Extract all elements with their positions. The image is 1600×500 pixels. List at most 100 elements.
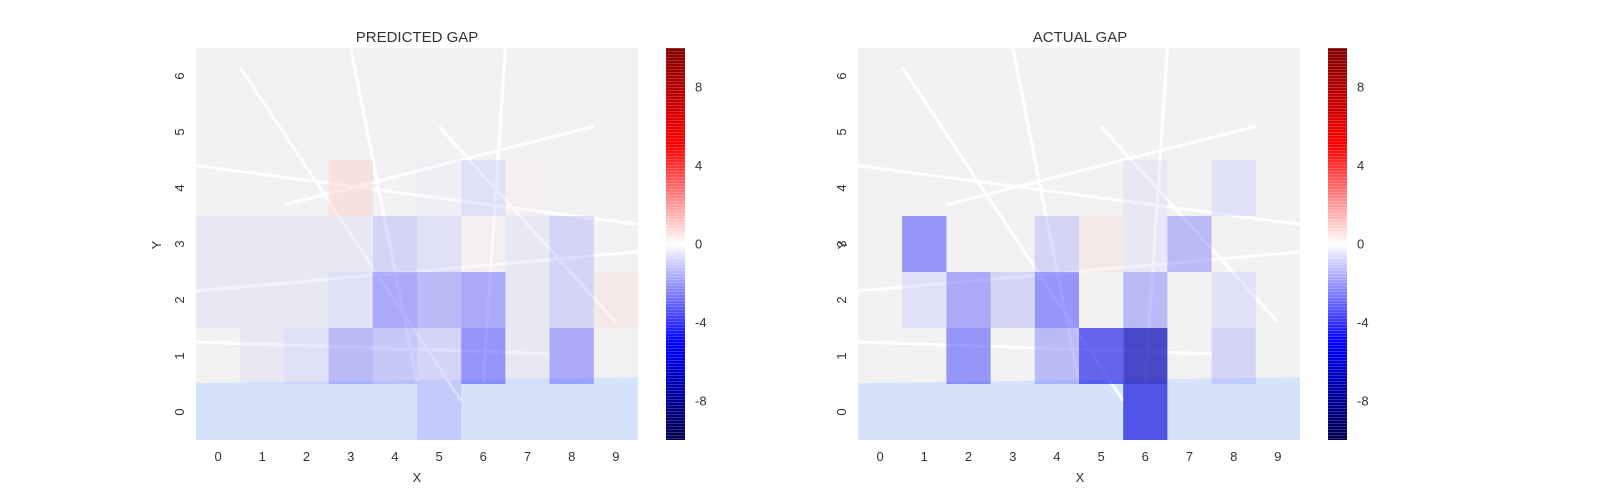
- heatmap-cell: [593, 272, 638, 328]
- heatmap-cell: [461, 216, 506, 272]
- x-tick-label: 1: [259, 449, 266, 464]
- y-tick-label: 6: [172, 72, 187, 79]
- heatmap-cell: [461, 160, 506, 216]
- x-tick-label: 6: [1142, 449, 1149, 464]
- map-background: [195, 47, 639, 440]
- colorbar-tick-label: -8: [695, 393, 707, 408]
- heatmap-cell: [284, 216, 329, 272]
- colorbar-tick-label: 8: [695, 80, 702, 95]
- map-road: [1143, 47, 1169, 382]
- x-tick-label: 3: [1009, 449, 1016, 464]
- heatmap-cell: [196, 216, 241, 272]
- x-tick-label: 0: [214, 449, 221, 464]
- map-road: [1011, 47, 1081, 382]
- x-tick-label: 4: [391, 449, 398, 464]
- y-tick-label: 4: [834, 184, 849, 191]
- colorbar-tick-label: 8: [1357, 80, 1364, 95]
- colorbar: -8 -4 0 4 8: [666, 48, 707, 440]
- x-tick-label: 8: [1230, 449, 1237, 464]
- heatmap-cell: [1079, 328, 1124, 384]
- heatmap-cell: [1034, 216, 1079, 272]
- map-road: [238, 66, 463, 402]
- heatmap-cell: [1034, 328, 1079, 384]
- x-tick-label: 5: [435, 449, 442, 464]
- chart-title: PREDICTED GAP: [356, 29, 479, 46]
- map-road: [857, 250, 1301, 293]
- y-tick-labels: 0 1 2 3 4 5 6: [172, 72, 187, 415]
- heatmap-cell: [549, 216, 594, 272]
- y-tick-label: 3: [834, 240, 849, 247]
- y-tick-label: 0: [172, 408, 187, 415]
- heatmap-cell: [505, 328, 550, 384]
- colorbar-tick-label: -8: [1357, 393, 1369, 408]
- x-tick-label: 3: [347, 449, 354, 464]
- map-road: [349, 47, 419, 382]
- heatmap-cell: [240, 328, 285, 384]
- map-road: [857, 164, 1301, 226]
- heatmap-cell: [505, 160, 550, 216]
- map-road: [481, 47, 507, 382]
- heatmap-cell: [417, 384, 462, 440]
- heatmap-cell: [990, 272, 1035, 328]
- heatmap-cell: [1034, 272, 1079, 328]
- heatmap-cell: [461, 272, 506, 328]
- x-tick-label: 6: [480, 449, 487, 464]
- heatmap-cell: [1123, 272, 1168, 328]
- x-axis-label: X: [1076, 470, 1085, 485]
- heatmap-cell: [284, 328, 329, 384]
- colorbar-tick-label: 4: [1357, 158, 1364, 173]
- x-tick-label: 9: [612, 449, 619, 464]
- y-tick-label: 6: [834, 72, 849, 79]
- heatmap-cell: [240, 216, 285, 272]
- heatmap-cell: [372, 328, 417, 384]
- heatmap-cell: [505, 216, 550, 272]
- colorbar-stripes: [666, 48, 685, 440]
- x-tick-labels: 0 1 2 3 4 5 6 7 8 9: [876, 449, 1281, 464]
- heatmap-cell: [549, 328, 594, 384]
- x-tick-label: 2: [303, 449, 310, 464]
- x-tick-label: 1: [921, 449, 928, 464]
- heatmap-cell: [284, 272, 329, 328]
- x-tick-label: 7: [524, 449, 531, 464]
- x-axis-label: X: [413, 470, 422, 485]
- heatmap-cell: [1211, 160, 1256, 216]
- heatmap-cell: [417, 272, 462, 328]
- heatmap-cell: [1123, 384, 1168, 440]
- map-road: [284, 124, 595, 207]
- heatmap-cell: [1079, 216, 1124, 272]
- colorbar-tick-label: -4: [1357, 315, 1369, 330]
- y-tick-label: 5: [172, 128, 187, 135]
- x-tick-label: 2: [965, 449, 972, 464]
- heatmap-cell: [417, 160, 462, 216]
- heatmap-cell: [417, 216, 462, 272]
- colorbar-tick-label: 4: [695, 158, 702, 173]
- x-tick-label: 7: [1186, 449, 1193, 464]
- heatmap-cell: [1123, 160, 1168, 216]
- colorbar-tick-label: 0: [1357, 237, 1364, 252]
- heatmap-cell: [372, 216, 417, 272]
- colorbar-tick-label: 0: [695, 237, 702, 252]
- heatmap-cell: [505, 272, 550, 328]
- map-road: [195, 164, 639, 226]
- colorbar-stripes: [1328, 48, 1347, 440]
- heatmap-panel-predicted: PREDICTED GAP Y X 0 1 2 3 4 5 6 7 8 9 0 …: [149, 29, 707, 485]
- heatmap-cell: [328, 216, 373, 272]
- colorbar-tick-label: -4: [695, 315, 707, 330]
- y-tick-label: 3: [172, 240, 187, 247]
- y-axis-label: Y: [835, 240, 850, 249]
- map-road: [195, 340, 550, 356]
- colorbar: -8 -4 0 4 8: [1328, 48, 1369, 440]
- heatmap-cell: [196, 272, 241, 328]
- map-road: [195, 250, 639, 293]
- river-water: [858, 377, 1300, 440]
- heatmap-cell: [328, 160, 373, 216]
- y-tick-label: 1: [834, 352, 849, 359]
- heatmap-cells: [902, 160, 1256, 440]
- heatmap-cell: [328, 272, 373, 328]
- y-tick-label: 4: [172, 184, 187, 191]
- x-tick-label: 0: [876, 449, 883, 464]
- heatmap-cell: [1167, 216, 1212, 272]
- heatmap-cell: [328, 328, 373, 384]
- heatmap-cell: [417, 328, 462, 384]
- y-tick-label: 1: [172, 352, 187, 359]
